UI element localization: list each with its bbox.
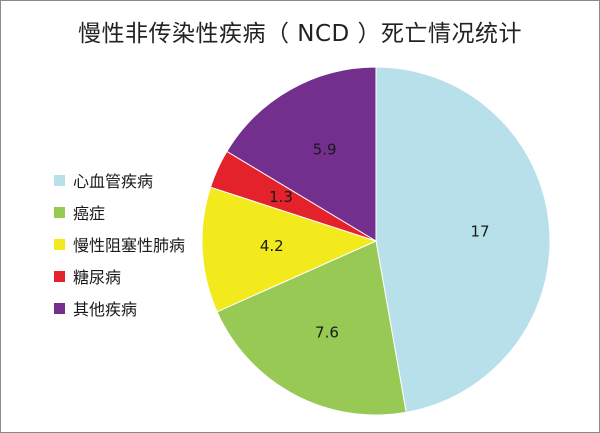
slice-value-label-0: 17 — [470, 222, 489, 240]
pie-slice-1 — [216, 240, 407, 416]
slice-value-label-2: 4.2 — [260, 237, 284, 255]
chart-title: 慢性非传染性疾病（ NCD ）死亡情况统计 — [77, 21, 523, 47]
legend-label: 糖尿病 — [73, 268, 122, 287]
legend-swatch — [54, 174, 65, 186]
legend-label: 慢性阻塞性肺病 — [73, 236, 186, 255]
legend-swatch — [54, 270, 65, 282]
legend-label: 其他疾病 — [73, 300, 138, 319]
pie-slice-0 — [375, 66, 551, 413]
slice-value-label-1: 7.6 — [315, 324, 339, 342]
legend-swatch — [54, 302, 65, 314]
pie-slice-4 — [226, 66, 377, 242]
legend-label: 癌症 — [73, 204, 106, 223]
slice-value-label-3: 1.3 — [269, 188, 293, 206]
legend-item-3: 糖尿病 — [54, 260, 185, 292]
legend-label: 心血管疾病 — [73, 172, 154, 191]
pie-slice-2 — [201, 186, 378, 313]
legend-item-0: 心血管疾病 — [54, 164, 185, 196]
legend-swatch — [54, 206, 65, 218]
legend-swatch — [54, 238, 65, 250]
legend: 心血管疾病癌症慢性阻塞性肺病 糖尿病其他疾病 — [54, 164, 185, 324]
legend-item-1: 癌症 — [54, 196, 185, 228]
legend-item-2: 慢性阻塞性肺病 — [54, 228, 185, 260]
slice-value-label-4: 5.9 — [313, 141, 337, 159]
legend-item-4: 其他疾病 — [54, 292, 185, 324]
